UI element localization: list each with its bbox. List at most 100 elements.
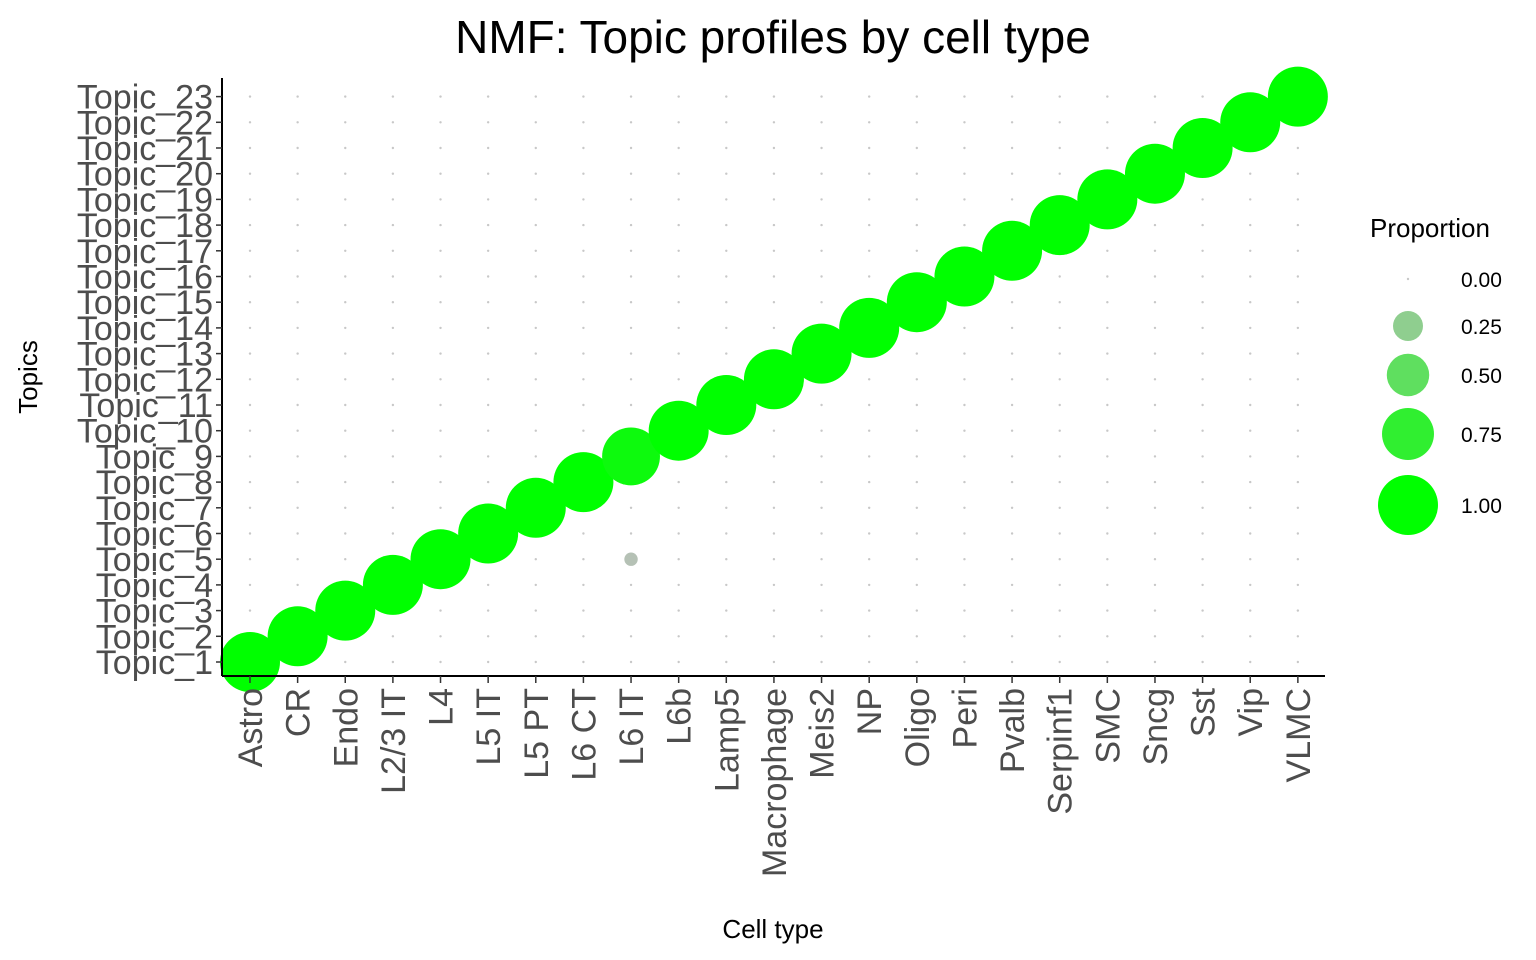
zero-dot	[582, 532, 585, 535]
zero-dot	[963, 506, 966, 509]
x-tick-label: NP	[851, 688, 889, 735]
zero-dot	[344, 378, 347, 381]
zero-dot	[1106, 583, 1109, 587]
zero-dot	[629, 223, 633, 227]
zero-dot	[629, 121, 633, 124]
data-point	[602, 427, 660, 486]
zero-dot	[677, 301, 680, 304]
zero-dot	[486, 455, 490, 458]
zero-dot	[963, 146, 966, 150]
zero-dot	[1249, 635, 1252, 638]
zero-dot	[1201, 249, 1204, 252]
x-tick-label: Macrophage	[756, 688, 794, 877]
zero-dot	[820, 301, 823, 304]
zero-dot	[963, 455, 966, 458]
zero-dot	[1201, 532, 1204, 535]
legend-key	[1386, 353, 1430, 397]
y-tick-label: Topic_23	[77, 79, 213, 117]
zero-dot	[963, 352, 966, 355]
zero-dot	[486, 403, 490, 407]
zero-dot	[867, 583, 871, 587]
zero-dot	[391, 275, 395, 278]
zero-dot	[582, 660, 585, 664]
data-point	[505, 477, 566, 538]
zero-dot	[1296, 249, 1300, 252]
zero-dot	[296, 480, 299, 484]
zero-dot	[867, 660, 871, 664]
x-tick-label: L6 CT	[565, 688, 603, 781]
zero-dot	[439, 275, 442, 278]
zero-dot	[1249, 532, 1252, 535]
zero-dot	[1296, 480, 1300, 484]
zero-dot	[772, 121, 776, 124]
zero-dot	[1058, 172, 1061, 175]
zero-dot	[915, 352, 919, 355]
zero-dot	[1058, 121, 1061, 124]
zero-dot	[677, 558, 680, 561]
zero-dot	[439, 198, 442, 201]
legend-label: 0.25	[1461, 316, 1502, 339]
zero-dot	[486, 429, 490, 432]
zero-dot	[1010, 301, 1014, 304]
zero-dot	[1153, 95, 1157, 98]
zero-dot	[344, 146, 347, 150]
zero-dot	[677, 532, 680, 535]
zero-dot	[963, 95, 966, 98]
zero-dot	[1249, 378, 1252, 381]
zero-dot	[439, 223, 442, 227]
zero-dot	[344, 172, 347, 175]
zero-dot	[344, 275, 347, 278]
x-tick-label: Serpinf1	[1042, 688, 1080, 815]
zero-dot	[915, 146, 919, 150]
zero-dot	[1106, 95, 1109, 98]
zero-dot	[1058, 558, 1061, 561]
zero-dot	[391, 121, 395, 124]
y-tick-label: Topic_8	[96, 464, 213, 502]
zero-dot	[1106, 378, 1109, 381]
zero-dot	[1296, 352, 1300, 355]
zero-dot	[534, 301, 537, 304]
zero-dot	[439, 378, 442, 381]
x-tick-label: L2/3 IT	[375, 688, 413, 794]
zero-dot	[725, 583, 728, 587]
zero-dot	[1058, 275, 1061, 278]
zero-dot	[534, 635, 537, 638]
zero-dot	[915, 609, 919, 612]
zero-dot	[439, 121, 442, 124]
zero-dot	[344, 223, 347, 227]
zero-dot	[820, 172, 823, 175]
zero-dot	[1010, 635, 1014, 638]
legend-key	[1378, 475, 1438, 535]
data-point	[362, 554, 423, 615]
zero-dot	[725, 249, 728, 252]
zero-dot	[534, 172, 537, 175]
zero-dot	[439, 480, 442, 484]
y-tick-label: Topic_18	[77, 207, 213, 245]
zero-dot	[820, 403, 823, 407]
zero-dot	[1153, 326, 1157, 330]
zero-dot	[248, 326, 252, 330]
zero-dot	[772, 223, 776, 227]
y-tick-label: Topic_17	[77, 233, 213, 271]
zero-dot	[963, 429, 966, 432]
zero-dot	[391, 660, 395, 664]
data-point	[839, 297, 900, 358]
zero-dot	[725, 301, 728, 304]
zero-dot	[772, 172, 776, 175]
zero-dot	[867, 532, 871, 535]
zero-dot	[1010, 558, 1014, 561]
x-tick-label: Lamp5	[708, 688, 746, 792]
zero-dot	[820, 455, 823, 458]
zero-dot	[296, 403, 299, 407]
zero-dot	[867, 609, 871, 612]
zero-dot	[1201, 660, 1204, 664]
zero-dot	[1201, 301, 1204, 304]
zero-dot	[1058, 635, 1061, 638]
zero-dot	[1106, 558, 1109, 561]
zero-dot	[915, 403, 919, 407]
x-tick-label: L6b	[661, 688, 699, 745]
zero-dot	[1249, 249, 1252, 252]
zero-dot	[1201, 583, 1204, 587]
x-tick-label: CR	[280, 688, 318, 737]
zero-dot	[391, 480, 395, 484]
